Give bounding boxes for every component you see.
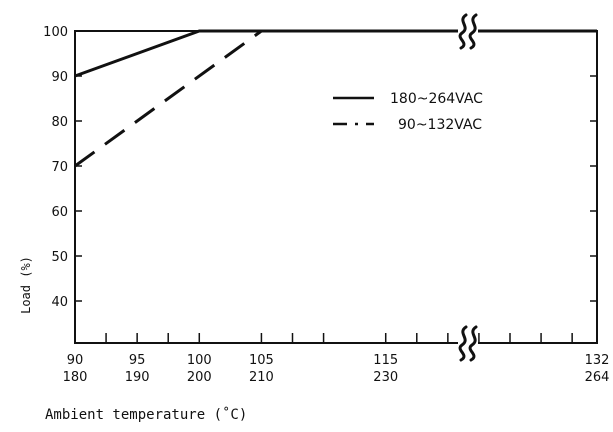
x-tick-label-top: 95 [129,353,146,368]
legend-label-90-132vac: 90~132VAC [398,117,482,133]
axis-break-layer [458,13,478,362]
x-tick-label-top: 105 [249,353,274,368]
x-tick-label-top: 100 [187,353,212,368]
axis-ticks-layer [74,30,598,343]
y-tick-labels: 100 90 80 70 60 50 40 [43,25,68,310]
x-tick-label-bottom: 190 [125,370,150,385]
x-tick-label-bottom: 210 [249,370,274,385]
x-tick-labels: 90 180 95 190 100 200 105 210 115 230 132 264 [63,353,610,385]
x-tick-label-bottom: 230 [373,370,398,385]
x-tick-label-top: 90 [67,353,84,368]
y-tick-label: 90 [51,70,68,85]
legend-label-180-264vac: 180~264VAC [390,91,483,107]
series-line-solid [74,29,597,78]
y-axis-label: Load (%) [19,256,33,314]
x-axis-label: Ambient temperature (˚C) [45,406,247,423]
y-tick-label: 100 [43,25,68,40]
x-tick-label-bottom: 200 [187,370,212,385]
y-tick-label: 60 [51,205,68,220]
x-tick-label-bottom: 180 [63,370,88,385]
legend: 180~264VAC 90~132VAC [333,91,483,133]
axis-break-top [458,13,478,50]
y-tick-label: 50 [51,250,68,265]
x-tick-label-top: 132 [585,353,610,368]
plot-frame [74,30,598,344]
axis-break-bottom [458,325,478,362]
x-tick-label-bottom: 264 [585,370,610,385]
y-tick-label: 80 [51,115,68,130]
x-tick-label-top: 115 [373,353,398,368]
series-line-dashed [74,29,597,168]
y-tick-label: 70 [51,160,68,175]
y-tick-label: 40 [51,295,68,310]
